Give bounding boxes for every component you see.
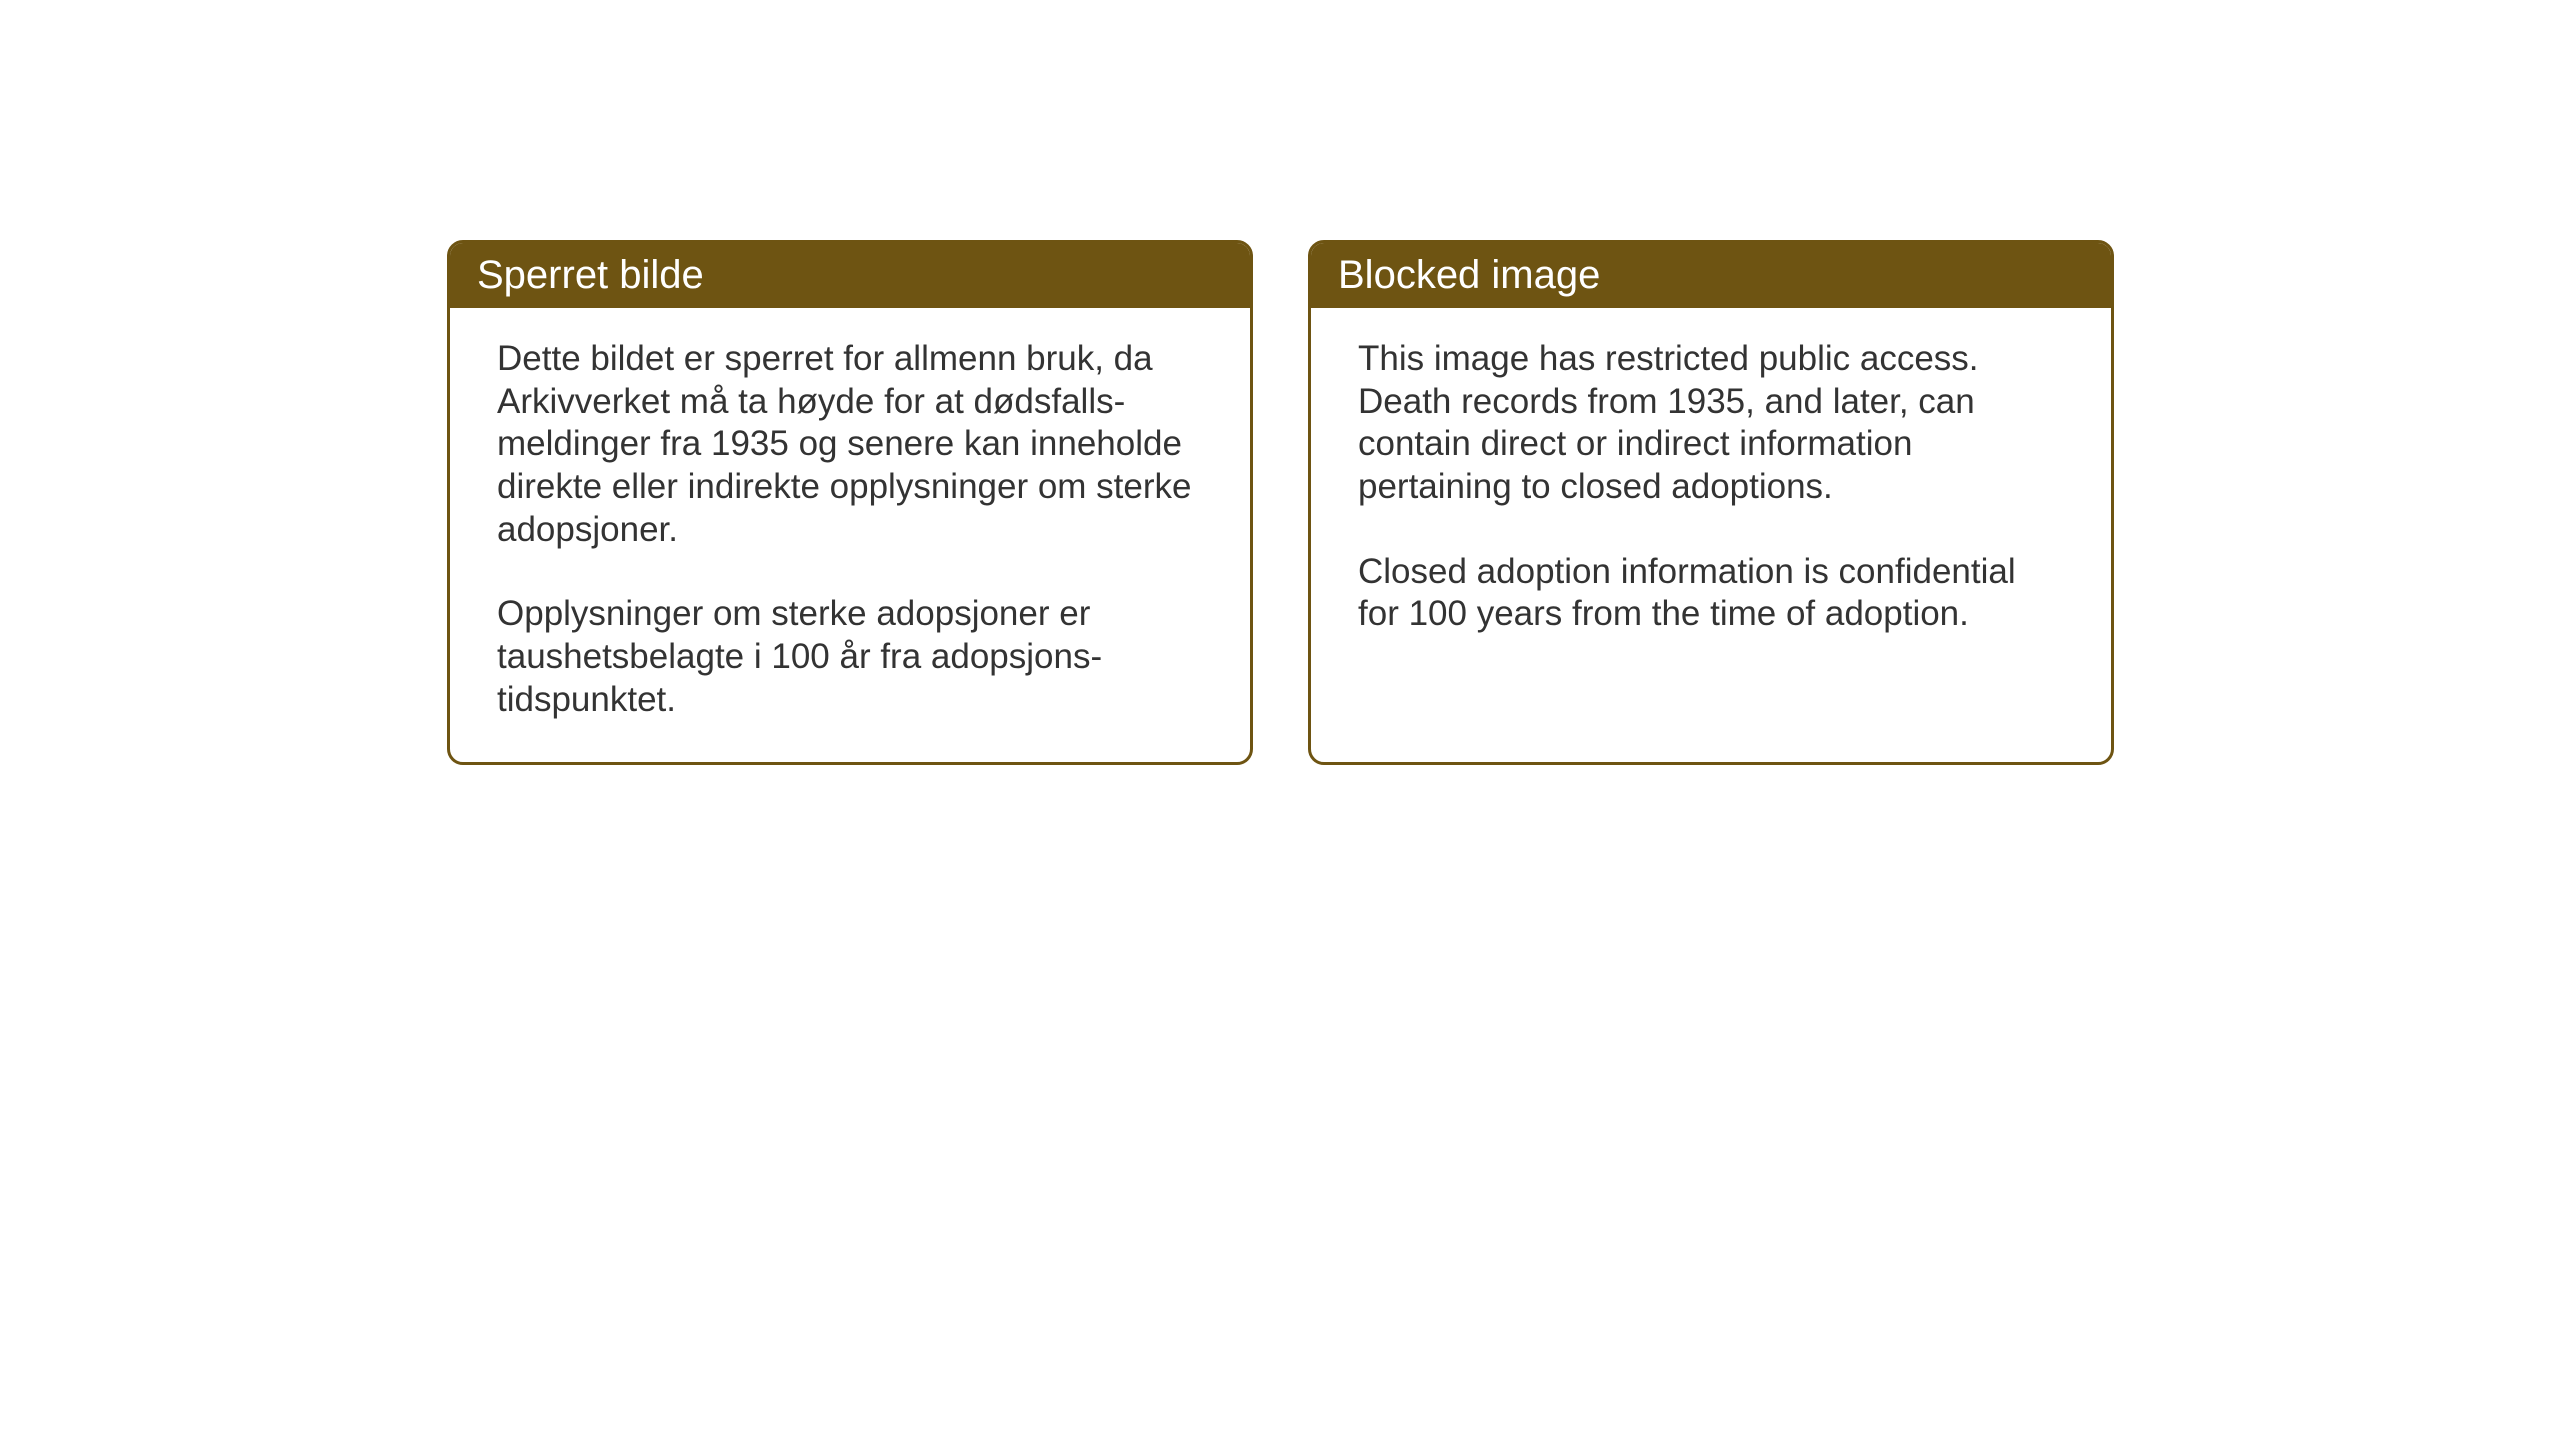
notices-container: Sperret bilde Dette bildet er sperret fo… [447, 240, 2114, 765]
notice-body-english: This image has restricted public access.… [1311, 308, 2111, 718]
notice-title-english: Blocked image [1338, 253, 1600, 297]
notice-body-norwegian: Dette bildet er sperret for allmenn bruk… [450, 308, 1250, 762]
notice-header-norwegian: Sperret bilde [450, 243, 1250, 308]
notice-title-norwegian: Sperret bilde [477, 253, 704, 297]
notice-box-english: Blocked image This image has restricted … [1308, 240, 2114, 765]
notice-box-norwegian: Sperret bilde Dette bildet er sperret fo… [447, 240, 1253, 765]
notice-paragraph-1-english: This image has restricted public access.… [1358, 338, 2064, 509]
notice-paragraph-2-norwegian: Opplysninger om sterke adopsjoner er tau… [497, 593, 1203, 721]
notice-paragraph-2-english: Closed adoption information is confident… [1358, 551, 2064, 636]
notice-paragraph-1-norwegian: Dette bildet er sperret for allmenn bruk… [497, 338, 1203, 551]
notice-header-english: Blocked image [1311, 243, 2111, 308]
